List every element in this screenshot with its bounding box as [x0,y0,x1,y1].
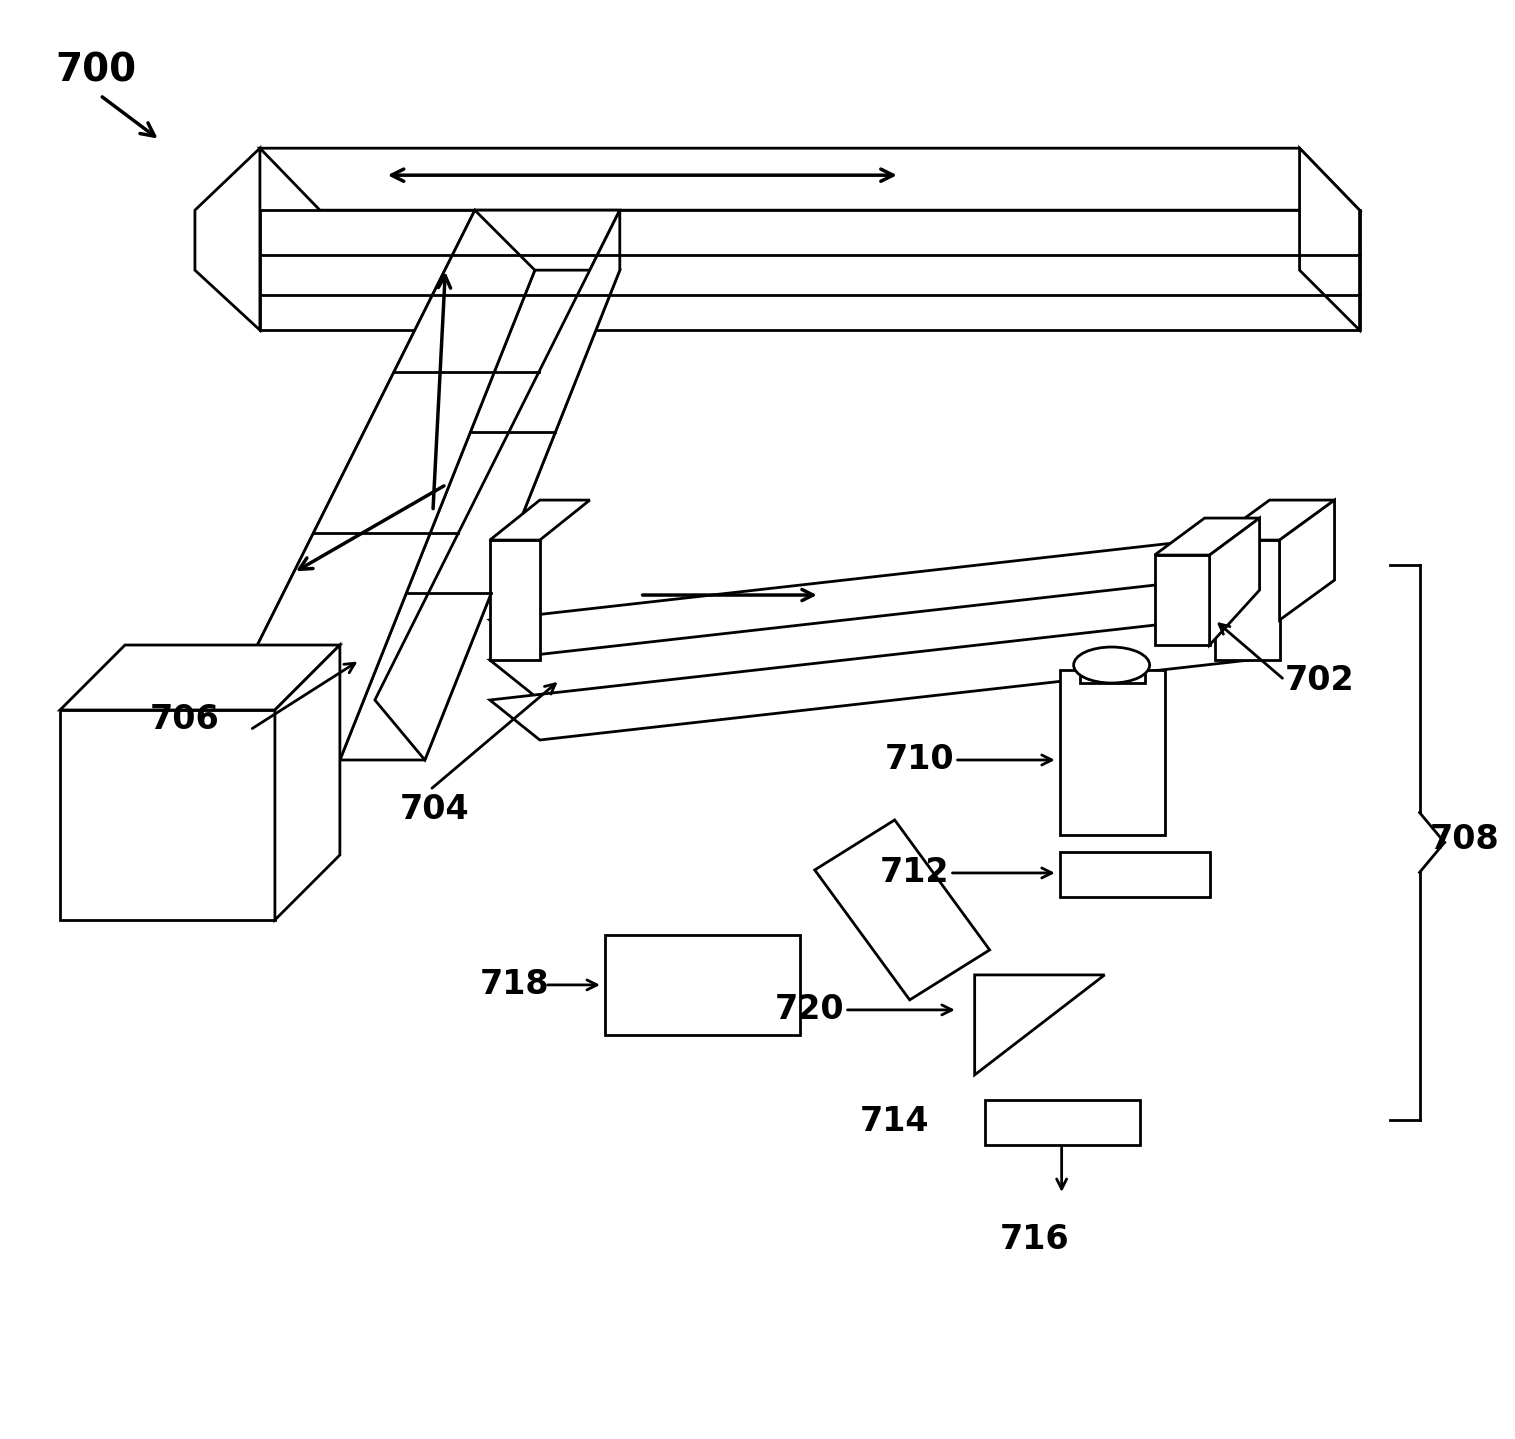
Polygon shape [489,540,539,661]
Text: 708: 708 [1430,823,1500,856]
Polygon shape [1209,518,1259,645]
Text: 720: 720 [774,993,844,1026]
Polygon shape [1300,148,1359,330]
Text: 718: 718 [480,968,550,1002]
Text: 716: 716 [1000,1223,1070,1256]
Text: 700: 700 [55,52,136,89]
Bar [1215,540,1280,661]
Text: 712: 712 [880,856,950,889]
Polygon shape [230,210,535,760]
Polygon shape [230,210,620,699]
Polygon shape [489,580,1250,699]
Text: 714: 714 [859,1105,929,1138]
Polygon shape [274,645,339,920]
Polygon shape [374,210,620,760]
Text: 710: 710 [885,744,954,777]
Polygon shape [261,210,1359,330]
Ellipse shape [1074,648,1150,684]
Text: 704: 704 [400,793,470,826]
Bar [1154,555,1209,645]
Bar [1080,658,1145,684]
Polygon shape [261,148,1359,210]
Bar [604,935,800,1035]
Polygon shape [489,501,589,540]
Text: 706: 706 [150,704,220,737]
Bar [1059,852,1209,896]
Polygon shape [1215,501,1335,540]
Bar [1059,671,1165,835]
Polygon shape [489,540,1250,661]
Polygon shape [974,974,1104,1075]
Polygon shape [489,620,1250,740]
Bar [61,709,274,920]
Polygon shape [61,645,339,709]
Polygon shape [195,148,261,330]
Text: 702: 702 [1285,663,1354,696]
Bar [985,1099,1139,1145]
Polygon shape [1280,501,1335,620]
Polygon shape [815,820,989,1000]
Polygon shape [339,271,620,760]
Polygon shape [1154,518,1259,555]
